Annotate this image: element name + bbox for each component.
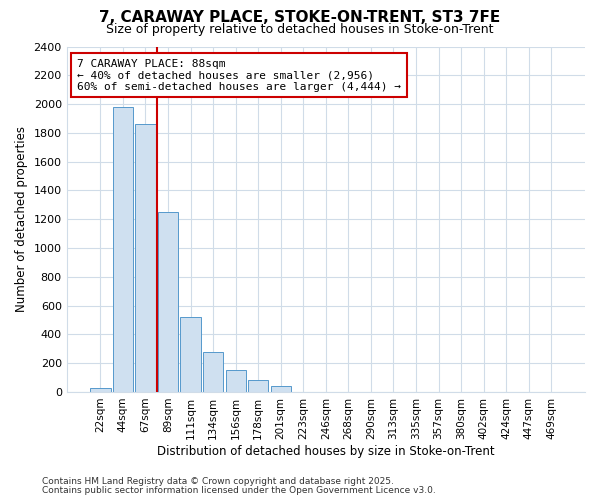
Bar: [113, 107, 133, 392]
Text: 7, CARAWAY PLACE, STOKE-ON-TRENT, ST3 7FE: 7, CARAWAY PLACE, STOKE-ON-TRENT, ST3 7F…: [100, 10, 500, 25]
Text: Contains public sector information licensed under the Open Government Licence v3: Contains public sector information licen…: [42, 486, 436, 495]
Text: 7 CARAWAY PLACE: 88sqm
← 40% of detached houses are smaller (2,956)
60% of semi-: 7 CARAWAY PLACE: 88sqm ← 40% of detached…: [77, 58, 401, 92]
Text: Contains HM Land Registry data © Crown copyright and database right 2025.: Contains HM Land Registry data © Crown c…: [42, 477, 394, 486]
Bar: [271, 386, 291, 392]
Bar: [226, 370, 246, 392]
Text: Size of property relative to detached houses in Stoke-on-Trent: Size of property relative to detached ho…: [106, 22, 494, 36]
Y-axis label: Number of detached properties: Number of detached properties: [15, 126, 28, 312]
Bar: [90, 388, 110, 392]
Bar: [181, 317, 201, 392]
Bar: [248, 380, 268, 392]
Bar: [136, 124, 155, 392]
Bar: [203, 352, 223, 392]
X-axis label: Distribution of detached houses by size in Stoke-on-Trent: Distribution of detached houses by size …: [157, 444, 494, 458]
Bar: [158, 212, 178, 392]
